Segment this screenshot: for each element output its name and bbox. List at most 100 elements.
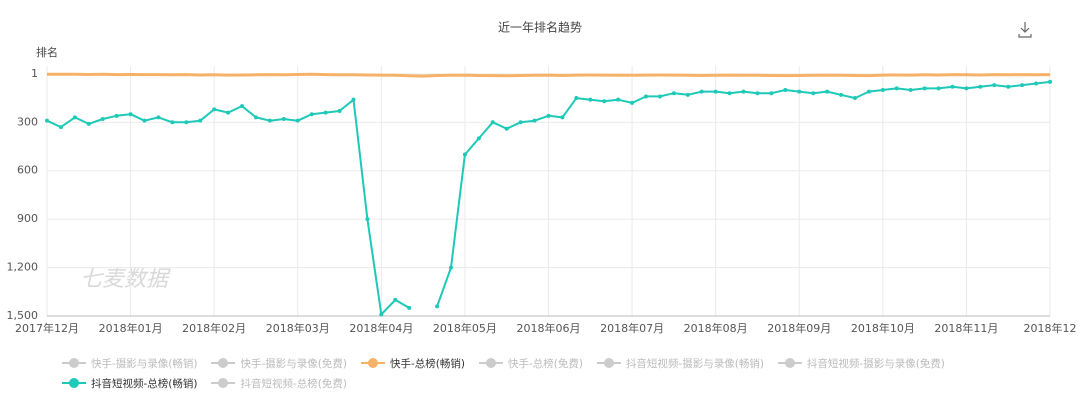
data-point <box>950 84 955 89</box>
legend-item[interactable]: 快手-摄影与录像(畅销) <box>62 356 197 370</box>
data-point <box>309 112 314 117</box>
data-point <box>379 312 384 317</box>
data-point <box>811 91 816 96</box>
data-point <box>727 91 732 96</box>
data-point <box>588 97 593 102</box>
legend-item[interactable]: 快手-摄影与录像(免费) <box>211 356 347 370</box>
y-axis-label: 排名 <box>36 45 58 59</box>
data-point <box>922 86 927 91</box>
data-point <box>170 120 175 125</box>
data-point <box>407 305 412 310</box>
legend-marker <box>478 358 503 368</box>
data-point <box>769 91 774 96</box>
legend-marker <box>62 358 86 368</box>
data-point <box>560 115 565 120</box>
data-point <box>616 97 621 102</box>
data-point <box>936 86 941 91</box>
legend-item[interactable]: 快手-总榜(畅销) <box>360 356 465 370</box>
data-point <box>156 115 161 120</box>
data-point <box>1020 83 1025 88</box>
data-point <box>532 118 537 123</box>
data-point <box>880 87 885 92</box>
data-point <box>866 89 871 94</box>
legend-item[interactable]: 抖音短视频-摄影与录像(畅销) <box>596 356 764 370</box>
y-tick-label: 300 <box>17 115 38 128</box>
data-point <box>964 86 969 91</box>
y-tick-label: 900 <box>17 212 38 225</box>
data-point <box>852 96 857 101</box>
data-point <box>448 265 453 270</box>
data-point <box>825 89 830 94</box>
legend-label: 快手-摄影与录像(免费) <box>240 357 347 370</box>
data-point <box>240 104 245 109</box>
data-point <box>323 110 328 115</box>
legend-marker <box>777 358 802 368</box>
chart-title: 近一年排名趋势 <box>498 20 582 35</box>
legend-label: 快手-总榜(畅销) <box>389 357 465 370</box>
y-tick-label: 1,200 <box>7 261 39 274</box>
data-point <box>797 89 802 94</box>
data-point <box>755 91 760 96</box>
data-point <box>114 113 119 118</box>
legend-marker <box>360 358 385 368</box>
legend-label: 快手-摄影与录像(畅销) <box>91 357 198 370</box>
x-tick-label: 2018年10月 <box>851 321 915 335</box>
data-point <box>741 89 746 94</box>
data-point <box>476 136 481 141</box>
x-tick-label: 2018年08月 <box>684 321 748 335</box>
data-point <box>142 118 147 123</box>
data-point <box>685 92 690 97</box>
download-glyph[interactable] <box>1018 22 1032 38</box>
data-point <box>894 86 899 91</box>
data-point <box>337 108 342 113</box>
data-point <box>699 89 704 94</box>
data-point <box>226 110 231 115</box>
data-point <box>1006 84 1011 89</box>
legend-item[interactable]: 抖音短视频-摄影与录像(免费) <box>777 356 945 370</box>
legend-item[interactable]: 快手-总榜(免费) <box>478 356 583 370</box>
legend-marker <box>211 378 236 388</box>
legend-item[interactable]: 抖音短视频-总榜(畅销) <box>62 376 197 390</box>
legend-item[interactable]: 抖音短视频-总榜(免费) <box>211 376 347 390</box>
data-point <box>602 99 607 104</box>
data-point <box>644 94 649 99</box>
x-tick-label: 2018年09月 <box>767 321 831 335</box>
data-point <box>435 304 440 309</box>
legend-label: 快手-总榜(免费) <box>507 357 583 370</box>
data-point <box>253 115 258 120</box>
data-point <box>128 112 133 117</box>
data-point <box>281 117 286 122</box>
legend: 快手-摄影与录像(畅销) 快手-摄影与录像(免费) 快手-总榜(畅销) 快手-总榜(免… <box>62 356 1022 390</box>
data-point <box>393 297 398 302</box>
data-point <box>1034 81 1039 86</box>
data-point <box>671 91 676 96</box>
x-tick-label: 2018年02月 <box>182 321 246 335</box>
data-point <box>783 87 788 92</box>
data-point <box>630 100 635 105</box>
data-point <box>546 113 551 118</box>
x-tick-label: 2018年04月 <box>349 321 413 335</box>
download-icon[interactable] <box>1018 22 1032 38</box>
legend-label: 抖音短视频-总榜(畅销) <box>91 377 198 390</box>
chart: 近一年排名趋势 排名 七麦数据 1 300 600 900 1,200 1,5002017… <box>7 20 1077 336</box>
data-point <box>518 120 523 125</box>
legend-label: 抖音短视频-摄影与录像(畅销) <box>625 357 764 370</box>
x-tick-label: 2017年12月 <box>15 321 79 335</box>
data-point <box>992 83 997 88</box>
data-point <box>100 117 105 122</box>
data-point <box>295 118 300 123</box>
data-point <box>462 152 467 157</box>
data-point <box>212 107 217 112</box>
data-point <box>267 118 272 123</box>
data-point <box>365 217 370 222</box>
x-tick-label: 2018年01月 <box>99 321 163 335</box>
legend-marker <box>211 358 236 368</box>
data-point <box>839 92 844 97</box>
x-tick-label: 2018年07月 <box>600 321 664 335</box>
data-point <box>58 125 63 130</box>
y-tick-label: 600 <box>17 164 38 177</box>
legend-marker <box>62 378 86 388</box>
data-point <box>908 87 913 92</box>
legend-label: 抖音短视频-总榜(免费) <box>240 377 347 390</box>
data-point <box>45 118 49 123</box>
